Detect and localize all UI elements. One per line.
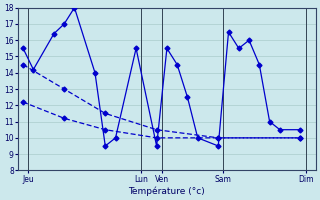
X-axis label: Température (°c): Température (°c) xyxy=(129,186,205,196)
